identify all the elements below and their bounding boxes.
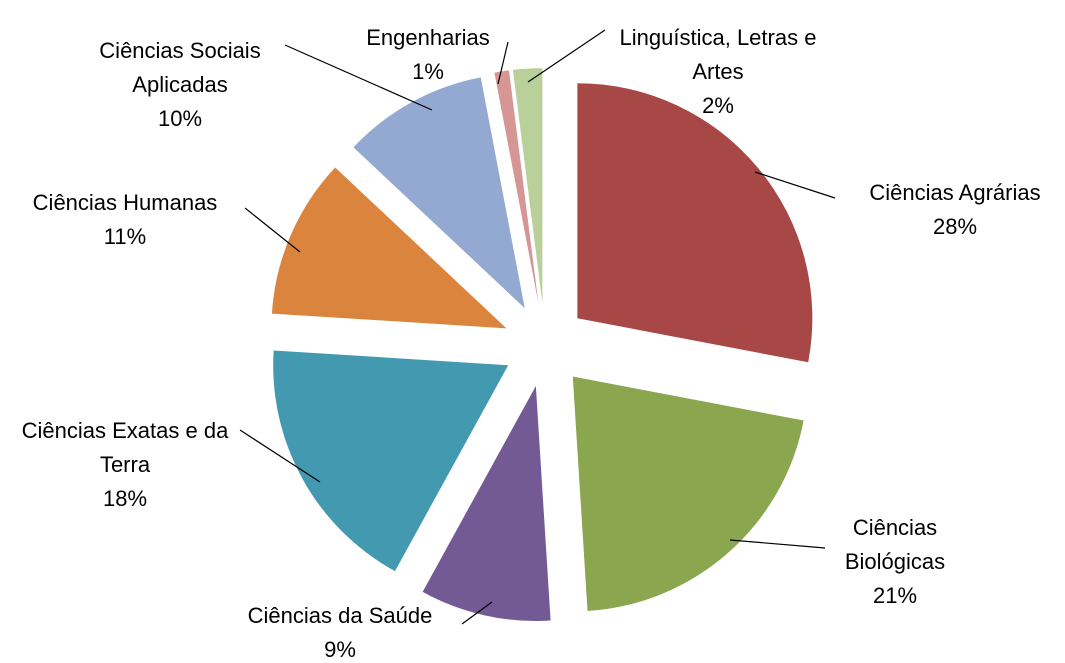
leader-line: [244, 207, 301, 253]
slice-name: Ciências Biológicas: [844, 515, 946, 574]
slice-name: Ciências da Saúde: [247, 603, 433, 628]
slice-name: Linguística, Letras e Artes: [619, 25, 817, 84]
slice-name: Engenharias: [366, 25, 490, 50]
slice-label: Ciências Agrárias 28%: [835, 176, 1065, 244]
slice-value: 1%: [412, 59, 444, 84]
leader-line: [284, 44, 433, 111]
slice-value: 18%: [102, 486, 148, 511]
slice-label: Engenharias 1%: [338, 21, 518, 89]
slice-label: Ciências Humanas 11%: [0, 186, 255, 254]
slice-name: Ciências Sociais Aplicadas: [99, 38, 261, 97]
leader-line: [729, 539, 826, 549]
pie-slice: [494, 70, 539, 304]
leader-line: [461, 601, 493, 625]
slice-value: 2%: [702, 93, 734, 118]
slice-value: 28%: [932, 214, 978, 239]
pie-slice: [353, 77, 525, 309]
leader-line: [754, 171, 836, 199]
leader-line: [527, 29, 606, 83]
pie-slice: [271, 167, 507, 329]
slice-label: Ciências da Saúde 9%: [210, 599, 470, 663]
slice-label: Linguística, Letras e Artes 2%: [593, 21, 843, 123]
slice-value: 9%: [324, 637, 356, 662]
pie-slice: [577, 83, 813, 363]
slice-label: Ciências Sociais Aplicadas 10%: [70, 34, 290, 136]
pie-slice: [572, 376, 804, 612]
slice-value: 21%: [872, 583, 918, 608]
slice-label: Ciências Exatas e da Terra 18%: [5, 414, 245, 516]
pie-slice: [273, 350, 509, 572]
slice-label: Ciências Biológicas 21%: [820, 511, 970, 613]
slice-name: Ciências Humanas: [32, 190, 218, 215]
pie-slice: [512, 68, 543, 304]
leader-line: [497, 41, 509, 85]
pie-slice: [422, 385, 551, 621]
slice-name: Ciências Agrárias: [869, 180, 1041, 205]
slice-value: 11%: [103, 224, 147, 249]
leader-line: [239, 429, 321, 483]
slice-value: 10%: [157, 106, 203, 131]
slice-name: Ciências Exatas e da Terra: [21, 418, 229, 477]
